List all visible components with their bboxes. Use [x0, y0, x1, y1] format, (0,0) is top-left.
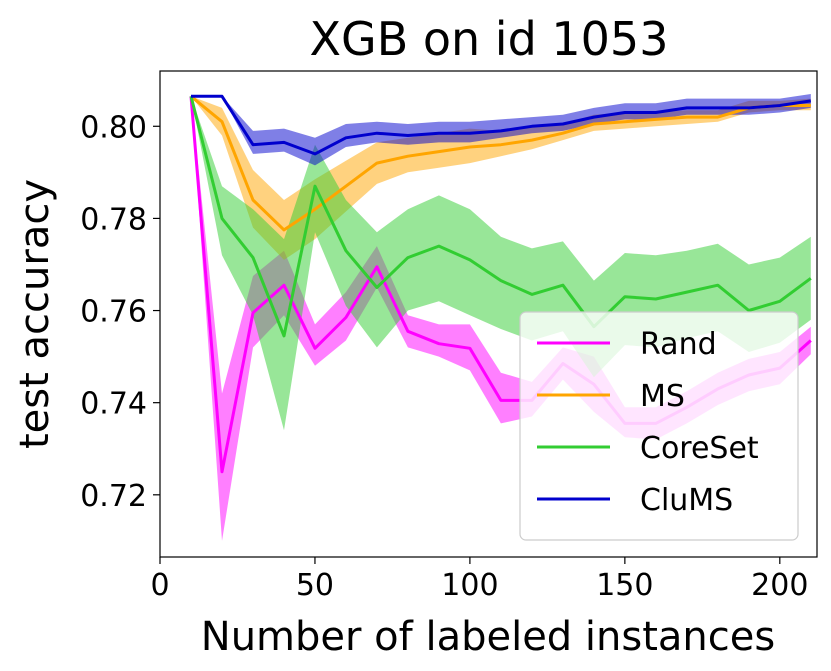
plot-frame — [159, 70, 818, 558]
legend-label-rand: Rand — [640, 327, 717, 362]
ms-line — [190, 95, 811, 232]
legend-label-ms: MS — [640, 379, 685, 414]
y-axis-ticks: 0.72 0.74 0.76 0.78 0.80 — [80, 110, 160, 514]
y-axis-title: test accuracy — [12, 179, 58, 449]
x-tick-label: 150 — [596, 568, 653, 603]
y-tick-label: 0.76 — [80, 295, 147, 330]
x-tick-label: 50 — [296, 568, 334, 603]
x-tick-label: 200 — [751, 568, 808, 603]
y-tick-label: 0.80 — [80, 110, 147, 145]
chart-title: XGB on id 1053 — [310, 12, 669, 66]
x-axis-title: Number of labeled instances — [201, 614, 775, 660]
clums-line — [191, 94, 812, 156]
legend-label-coreset: CoreSet — [640, 431, 759, 466]
x-axis-ticks: 0 50 100 150 200 — [150, 557, 808, 603]
legend: Rand MS CoreSet CluMS — [519, 311, 799, 541]
x-tick-label: 100 — [441, 568, 498, 603]
y-tick-label: 0.78 — [80, 202, 147, 237]
legend-box — [519, 311, 799, 541]
x-tick-label: 0 — [150, 568, 169, 603]
legend-label-clums: CluMS — [640, 483, 733, 518]
y-tick-label: 0.74 — [80, 387, 147, 422]
y-tick-label: 0.72 — [80, 479, 147, 514]
coreset-line — [189, 95, 812, 338]
